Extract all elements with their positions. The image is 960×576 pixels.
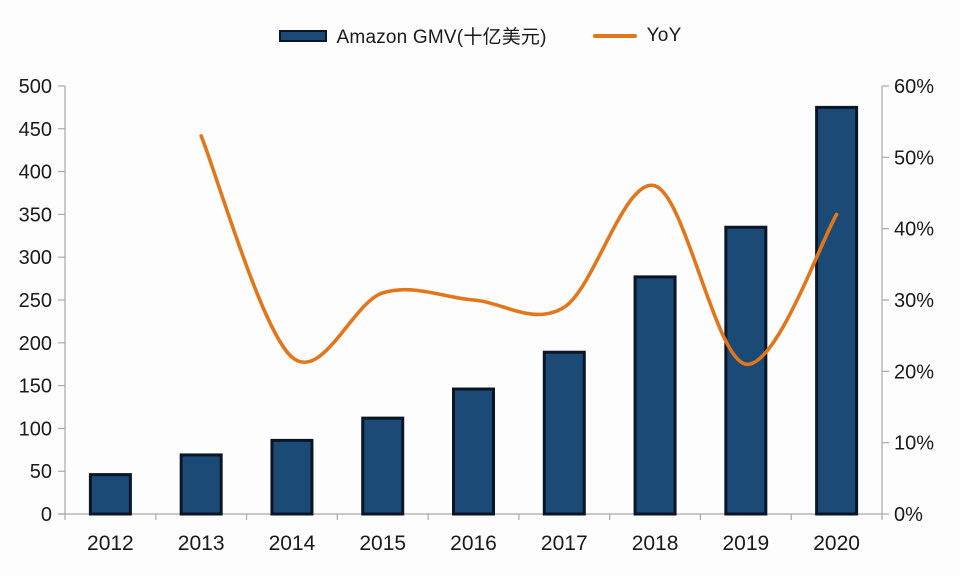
yoy-line	[199, 134, 839, 366]
bar-2012	[88, 473, 132, 516]
x-axis-label-2017: 2017	[541, 532, 588, 555]
x-axis-label-2013: 2013	[178, 532, 225, 555]
left-axis-tick-label: 450	[19, 119, 52, 141]
right-axis-tick-label: 10%	[894, 433, 934, 455]
left-axis-tick-label: 400	[19, 162, 52, 184]
x-axis-label-2012: 2012	[87, 532, 134, 555]
x-axis-label-2016: 2016	[450, 532, 497, 555]
right-axis-tick-label: 40%	[894, 219, 934, 241]
left-axis-tick-label: 0	[41, 504, 52, 526]
bar-2018	[633, 275, 677, 516]
x-axis-label-2014: 2014	[269, 532, 316, 555]
right-axis-tick-label: 30%	[894, 290, 934, 312]
x-axis-label-2018: 2018	[632, 532, 679, 555]
left-axis-tick-label: 350	[19, 204, 52, 226]
left-axis-tick-label: 200	[19, 333, 52, 355]
bar-2013	[179, 453, 223, 516]
left-axis-tick-label: 100	[19, 418, 52, 440]
right-axis-tick-label: 20%	[894, 361, 934, 383]
left-axis-tick-label: 150	[19, 376, 52, 398]
right-axis-tick-label: 0%	[894, 504, 923, 526]
bar-2015	[361, 416, 405, 516]
right-axis-tick-label: 50%	[894, 147, 934, 169]
right-axis-tick-label: 60%	[894, 76, 934, 98]
bar-2014	[270, 438, 314, 516]
left-axis-tick-label: 250	[19, 290, 52, 312]
x-axis-label-2020: 2020	[813, 532, 860, 555]
bar-2020	[815, 105, 859, 516]
bar-2017	[542, 350, 586, 516]
left-axis-tick-label: 500	[19, 76, 52, 98]
x-axis-label-2019: 2019	[722, 532, 769, 555]
bar-2016	[452, 387, 495, 516]
bar-2019	[724, 225, 768, 516]
left-axis-tick-label: 300	[19, 247, 52, 269]
left-axis-tick-label: 50	[30, 461, 52, 483]
x-axis-label-2015: 2015	[359, 532, 406, 555]
